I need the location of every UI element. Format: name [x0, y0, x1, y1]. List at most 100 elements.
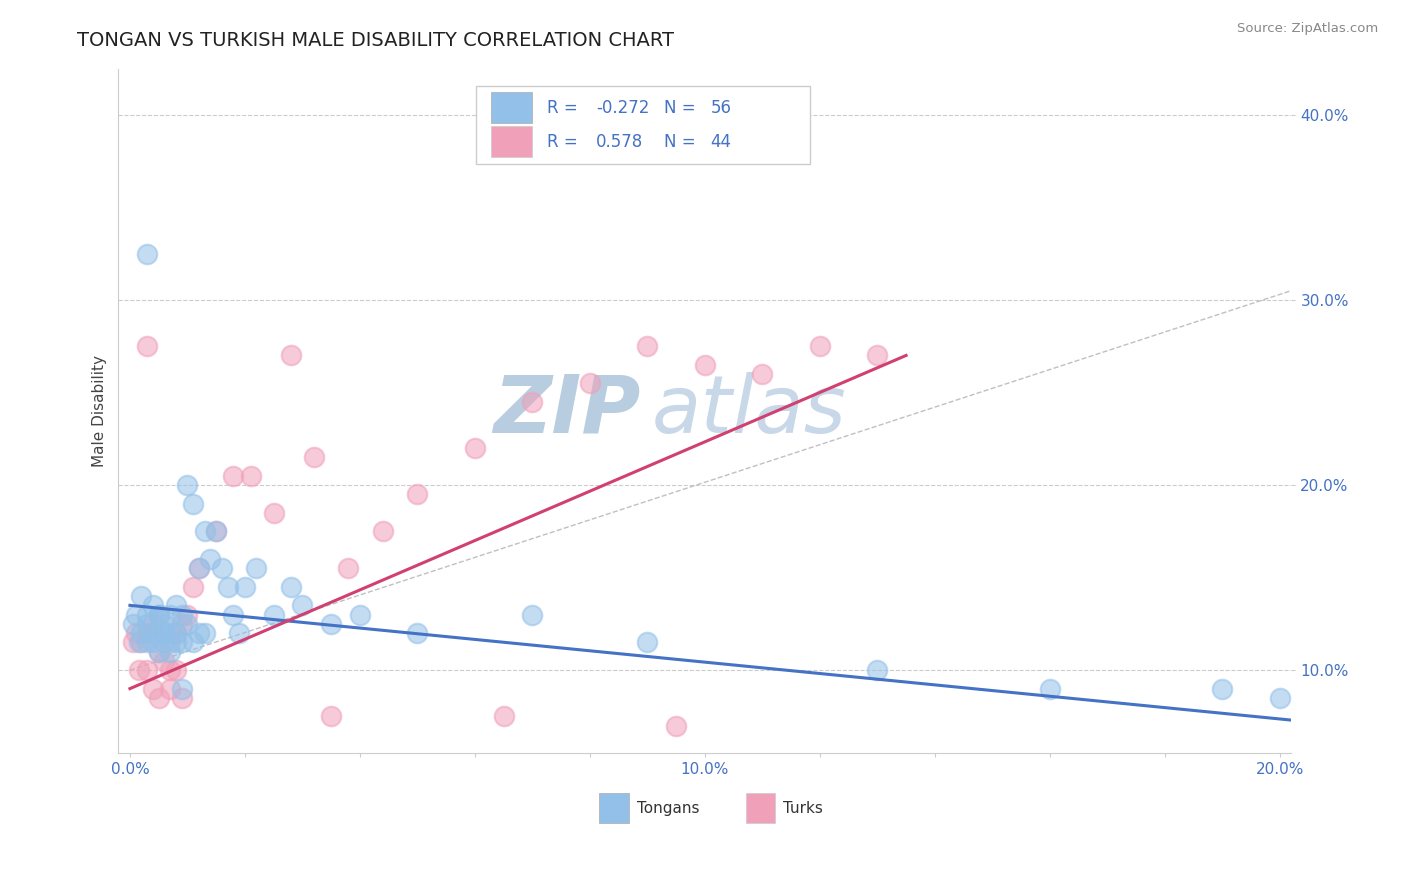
Text: N =: N = — [664, 133, 700, 151]
Point — [200, 552, 222, 566]
Point — [125, 607, 148, 622]
Point — [165, 663, 187, 677]
Point — [349, 607, 371, 622]
Point — [148, 607, 170, 622]
Point — [302, 450, 325, 465]
Point — [148, 645, 170, 659]
Y-axis label: Male Disability: Male Disability — [93, 355, 107, 467]
Point — [522, 607, 544, 622]
Point — [153, 635, 176, 649]
Point — [170, 681, 193, 696]
Point — [136, 339, 159, 353]
Point — [280, 348, 302, 362]
Point — [194, 524, 217, 539]
Point — [125, 626, 148, 640]
Point — [136, 663, 159, 677]
Text: Tongans: Tongans — [637, 801, 699, 815]
Point — [522, 394, 544, 409]
Text: Turks: Turks — [783, 801, 824, 815]
Point — [406, 626, 429, 640]
FancyBboxPatch shape — [492, 92, 533, 123]
Point — [205, 524, 228, 539]
Point — [170, 616, 193, 631]
Point — [165, 626, 187, 640]
Text: atlas: atlas — [652, 372, 846, 450]
Text: 0.578: 0.578 — [596, 133, 643, 151]
Point — [142, 681, 165, 696]
Point — [194, 626, 217, 640]
Point — [142, 626, 165, 640]
Text: ZIP: ZIP — [494, 372, 640, 450]
FancyBboxPatch shape — [477, 86, 810, 164]
Point — [148, 607, 170, 622]
Point — [233, 580, 256, 594]
Point — [636, 635, 658, 649]
Point — [148, 690, 170, 705]
Point — [464, 441, 486, 455]
Text: N =: N = — [664, 98, 700, 117]
Text: Source: ZipAtlas.com: Source: ZipAtlas.com — [1237, 22, 1378, 36]
Point — [751, 367, 773, 381]
Point — [159, 635, 181, 649]
Point — [148, 645, 170, 659]
Point — [181, 635, 204, 649]
Point — [1039, 681, 1062, 696]
Point — [136, 626, 159, 640]
Point — [866, 348, 889, 362]
Point — [165, 635, 187, 649]
Text: R =: R = — [547, 133, 582, 151]
Point — [170, 607, 193, 622]
Point — [1211, 681, 1233, 696]
Point — [136, 607, 159, 622]
Point — [165, 626, 187, 640]
Point — [153, 616, 176, 631]
Point — [181, 496, 204, 510]
Point — [153, 626, 176, 640]
Point — [165, 599, 187, 613]
Point — [693, 358, 716, 372]
Point — [205, 524, 228, 539]
Point — [176, 616, 198, 631]
Text: 56: 56 — [710, 98, 731, 117]
Point — [211, 561, 233, 575]
Point — [321, 709, 343, 723]
Point — [636, 339, 658, 353]
Text: R =: R = — [547, 98, 582, 117]
Point — [665, 719, 688, 733]
Point — [291, 599, 314, 613]
Point — [263, 506, 285, 520]
Point — [142, 599, 165, 613]
Point — [170, 635, 193, 649]
Point — [263, 607, 285, 622]
Point — [492, 709, 515, 723]
Point — [128, 663, 150, 677]
Text: 44: 44 — [710, 133, 731, 151]
Point — [128, 635, 150, 649]
Point — [159, 626, 181, 640]
Point — [222, 607, 245, 622]
Text: TONGAN VS TURKISH MALE DISABILITY CORRELATION CHART: TONGAN VS TURKISH MALE DISABILITY CORREL… — [77, 31, 675, 50]
Point — [131, 589, 153, 603]
Point — [228, 626, 250, 640]
Point — [187, 561, 209, 575]
Point — [866, 663, 889, 677]
Point — [159, 645, 181, 659]
FancyBboxPatch shape — [492, 127, 533, 157]
FancyBboxPatch shape — [747, 793, 775, 823]
Point — [1268, 690, 1291, 705]
Point — [808, 339, 831, 353]
Point — [136, 616, 159, 631]
Point — [217, 580, 239, 594]
Point — [176, 478, 198, 492]
Point — [131, 626, 153, 640]
Point — [148, 607, 170, 622]
Point — [371, 524, 394, 539]
Point — [239, 468, 262, 483]
Point — [159, 681, 181, 696]
Point — [148, 626, 170, 640]
Point — [181, 580, 204, 594]
Point — [187, 626, 209, 640]
Point — [245, 561, 267, 575]
Point — [121, 616, 143, 631]
Point — [136, 635, 159, 649]
